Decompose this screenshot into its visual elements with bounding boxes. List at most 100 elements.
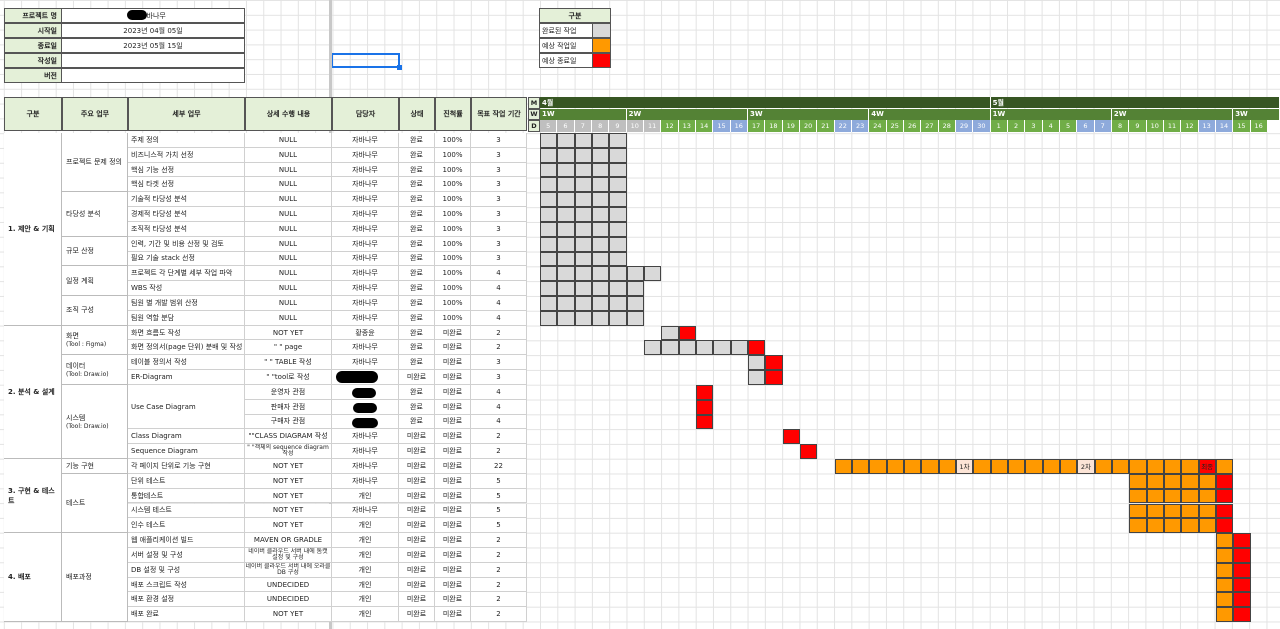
task-detail-cell[interactable]: NULL <box>245 281 332 296</box>
task-duration-cell[interactable]: 5 <box>471 518 527 534</box>
task-task-cell[interactable]: 배포 완료 <box>128 607 245 623</box>
task-progress-cell[interactable]: 미완료 <box>435 607 471 623</box>
task-owner-cell[interactable]: 개인 <box>332 518 399 534</box>
task-status-cell[interactable]: 미완료 <box>399 562 435 578</box>
task-duration-cell[interactable]: 2 <box>471 562 527 578</box>
task-task-cell[interactable]: 시스템 테스트 <box>128 503 245 519</box>
task-duration-cell[interactable]: 4 <box>471 414 527 430</box>
task-detail-cell[interactable]: MAVEN OR GRADLE <box>245 533 332 548</box>
task-detail-cell[interactable]: ""CLASS DIAGRAM 작성 <box>245 429 332 445</box>
task-duration-cell[interactable]: 2 <box>471 592 527 608</box>
task-progress-cell[interactable]: 100% <box>435 221 471 237</box>
task-progress-cell[interactable]: 100% <box>435 207 471 222</box>
task-detail-cell[interactable]: UNDECIDED <box>245 592 332 608</box>
task-task-cell[interactable]: 비즈니스적 가치 선정 <box>128 147 245 163</box>
task-detail-cell[interactable]: NULL <box>245 221 332 237</box>
task-task-cell[interactable]: 단위 테스트 <box>128 473 245 489</box>
task-status-cell[interactable]: 미완료 <box>399 459 435 474</box>
task-owner-cell[interactable]: 개인 <box>332 577 399 593</box>
task-duration-cell[interactable]: 2 <box>471 577 527 593</box>
task-detail-cell[interactable]: 네이버 클라우드 서버 내에 톰캣 설정 및 구성 <box>245 547 332 563</box>
task-progress-cell[interactable]: 미완료 <box>435 325 471 341</box>
task-progress-cell[interactable]: 미완료 <box>435 459 471 474</box>
task-status-cell[interactable]: 미완료 <box>399 473 435 489</box>
task-progress-cell[interactable]: 미완료 <box>435 370 471 385</box>
task-detail-cell[interactable]: NULL <box>245 162 332 178</box>
task-task-cell[interactable]: DB 설정 및 구성 <box>128 562 245 578</box>
task-progress-cell[interactable]: 미완료 <box>435 384 471 400</box>
task-task-cell[interactable]: ER-Diagram <box>128 370 245 385</box>
task-detail-cell[interactable]: NULL <box>245 266 332 282</box>
task-detail-cell[interactable]: NOT YET <box>245 459 332 474</box>
task-task-cell[interactable]: 배포 스크립트 작성 <box>128 577 245 593</box>
task-owner-cell[interactable]: 자바나무 <box>332 221 399 237</box>
task-task-cell[interactable]: 경제적 타당성 분석 <box>128 207 245 222</box>
task-detail-cell[interactable]: NOT YET <box>245 503 332 519</box>
task-task-cell[interactable]: Use Case Diagram <box>128 384 245 430</box>
task-detail-cell[interactable]: NOT YET <box>245 518 332 534</box>
task-status-cell[interactable]: 미완료 <box>399 370 435 385</box>
selected-cell[interactable] <box>331 53 400 68</box>
task-progress-cell[interactable]: 미완료 <box>435 399 471 415</box>
task-progress-cell[interactable]: 미완료 <box>435 533 471 548</box>
task-duration-cell[interactable]: 2 <box>471 533 527 548</box>
task-status-cell[interactable]: 완료 <box>399 133 435 148</box>
task-task-cell[interactable]: 인력, 기간 및 비용 산정 및 검토 <box>128 236 245 252</box>
task-progress-cell[interactable]: 100% <box>435 192 471 208</box>
task-status-cell[interactable]: 완료 <box>399 399 435 415</box>
task-status-cell[interactable]: 완료 <box>399 207 435 222</box>
task-progress-cell[interactable]: 미완료 <box>435 414 471 430</box>
task-detail-cell[interactable]: NOT YET <box>245 488 332 504</box>
task-duration-cell[interactable]: 3 <box>471 192 527 208</box>
task-detail-cell[interactable]: " " TABLE 작성 <box>245 355 332 371</box>
task-duration-cell[interactable]: 2 <box>471 429 527 445</box>
task-status-cell[interactable]: 미완료 <box>399 444 435 460</box>
task-duration-cell[interactable]: 3 <box>471 355 527 371</box>
info-value[interactable] <box>61 53 245 68</box>
task-status-cell[interactable]: 미완료 <box>399 577 435 593</box>
task-progress-cell[interactable]: 미완료 <box>435 355 471 371</box>
task-duration-cell[interactable]: 5 <box>471 488 527 504</box>
task-progress-cell[interactable]: 100% <box>435 251 471 267</box>
task-status-cell[interactable]: 완료 <box>399 236 435 252</box>
task-owner-cell[interactable]: 자바나무 <box>332 444 399 460</box>
task-owner-cell[interactable]: 자바나무 <box>332 236 399 252</box>
info-value[interactable] <box>61 68 245 83</box>
task-detail-cell[interactable]: NULL <box>245 207 332 222</box>
task-status-cell[interactable]: 미완료 <box>399 533 435 548</box>
task-duration-cell[interactable]: 2 <box>471 325 527 341</box>
task-status-cell[interactable]: 완료 <box>399 162 435 178</box>
task-duration-cell[interactable]: 3 <box>471 177 527 193</box>
task-task-cell[interactable]: 팀원 역할 분담 <box>128 310 245 326</box>
task-progress-cell[interactable]: 100% <box>435 147 471 163</box>
task-duration-cell[interactable]: 2 <box>471 547 527 563</box>
task-progress-cell[interactable]: 100% <box>435 281 471 296</box>
task-duration-cell[interactable]: 3 <box>471 221 527 237</box>
task-status-cell[interactable]: 완료 <box>399 414 435 430</box>
task-detail-cell[interactable]: 네이버 클라우드 서버 내에 오라클 DB 구성 <box>245 562 332 578</box>
task-progress-cell[interactable]: 미완료 <box>435 503 471 519</box>
task-progress-cell[interactable]: 미완료 <box>435 473 471 489</box>
info-value[interactable]: 2023년 04월 05일 <box>61 23 245 38</box>
task-task-cell[interactable]: Class Diagram <box>128 429 245 445</box>
task-task-cell[interactable]: 인수 테스트 <box>128 518 245 534</box>
task-detail-cell[interactable]: NULL <box>245 133 332 148</box>
task-progress-cell[interactable]: 미완료 <box>435 592 471 608</box>
task-status-cell[interactable]: 완료 <box>399 192 435 208</box>
task-task-cell[interactable]: 조직적 타당성 분석 <box>128 221 245 237</box>
task-status-cell[interactable]: 완료 <box>399 251 435 267</box>
task-owner-cell[interactable]: 자바나무 <box>332 503 399 519</box>
task-duration-cell[interactable]: 3 <box>471 251 527 267</box>
task-status-cell[interactable]: 완료 <box>399 340 435 356</box>
task-progress-cell[interactable]: 미완료 <box>435 429 471 445</box>
task-detail-cell[interactable]: NULL <box>245 177 332 193</box>
task-detail-cell[interactable]: 판매자 관점 <box>245 399 332 415</box>
task-owner-cell[interactable]: 자바나무 <box>332 296 399 311</box>
task-owner-cell[interactable]: 자바나무 <box>332 266 399 282</box>
task-duration-cell[interactable]: 4 <box>471 266 527 282</box>
task-task-cell[interactable]: 화면 정의서(page 단위) 분배 및 작성 <box>128 340 245 356</box>
task-progress-cell[interactable]: 100% <box>435 310 471 326</box>
task-owner-cell[interactable]: 개인 <box>332 488 399 504</box>
task-task-cell[interactable]: 각 페이지 단위로 기능 구현 <box>128 459 245 474</box>
task-status-cell[interactable]: 미완료 <box>399 518 435 534</box>
